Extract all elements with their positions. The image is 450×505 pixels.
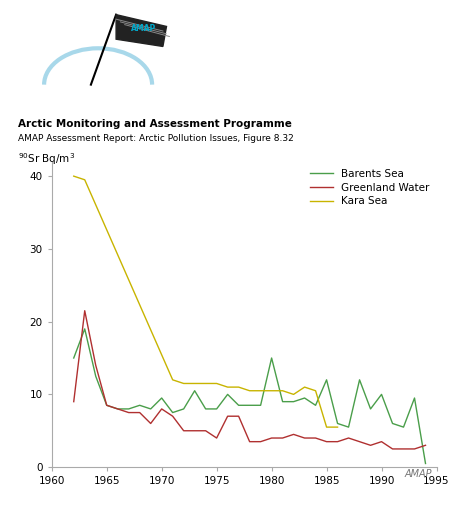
Barents Sea [148, 406, 153, 412]
Greenland Water [379, 439, 384, 445]
Greenland Water [302, 435, 307, 441]
Barents Sea [115, 406, 121, 412]
Barents Sea [236, 402, 241, 409]
Kara Sea [214, 380, 219, 386]
Barents Sea [368, 406, 373, 412]
Text: AMAP: AMAP [130, 24, 156, 33]
Kara Sea [192, 380, 198, 386]
Barents Sea [412, 395, 417, 401]
Kara Sea [324, 424, 329, 430]
Kara Sea [203, 380, 208, 386]
Greenland Water [104, 402, 109, 409]
Barents Sea [159, 395, 164, 401]
Greenland Water [170, 413, 176, 419]
Barents Sea [93, 373, 99, 379]
Greenland Water [71, 398, 76, 405]
Text: AMAP: AMAP [405, 469, 432, 479]
Barents Sea [225, 391, 230, 397]
Greenland Water [236, 413, 241, 419]
Kara Sea [82, 177, 87, 183]
Barents Sea [313, 402, 318, 409]
Kara Sea [269, 388, 274, 394]
Barents Sea [104, 402, 109, 409]
Text: AMAP Assessment Report: Arctic Pollution Issues, Figure 8.32: AMAP Assessment Report: Arctic Pollution… [18, 134, 294, 143]
Greenland Water [203, 428, 208, 434]
Barents Sea [357, 377, 362, 383]
Barents Sea [280, 398, 285, 405]
Greenland Water [313, 435, 318, 441]
Kara Sea [280, 388, 285, 394]
Kara Sea [302, 384, 307, 390]
Kara Sea [313, 388, 318, 394]
Legend: Barents Sea, Greenland Water, Kara Sea: Barents Sea, Greenland Water, Kara Sea [306, 165, 433, 211]
Greenland Water [192, 428, 198, 434]
Kara Sea [236, 384, 241, 390]
Kara Sea [258, 388, 263, 394]
Greenland Water [401, 446, 406, 452]
Barents Sea [423, 461, 428, 467]
Barents Sea [203, 406, 208, 412]
Line: Barents Sea: Barents Sea [74, 329, 426, 464]
Greenland Water [258, 439, 263, 445]
Barents Sea [401, 424, 406, 430]
Barents Sea [71, 355, 76, 361]
Barents Sea [247, 402, 252, 409]
Kara Sea [170, 377, 176, 383]
Polygon shape [116, 15, 166, 46]
Greenland Water [346, 435, 351, 441]
Greenland Water [324, 439, 329, 445]
Kara Sea [71, 173, 76, 179]
Kara Sea [335, 424, 340, 430]
Greenland Water [269, 435, 274, 441]
Greenland Water [214, 435, 219, 441]
Greenland Water [225, 413, 230, 419]
Barents Sea [335, 421, 340, 427]
Text: $^{90}$Sr Bq/m$^3$: $^{90}$Sr Bq/m$^3$ [18, 152, 75, 167]
Barents Sea [137, 402, 142, 409]
Barents Sea [258, 402, 263, 409]
Greenland Water [335, 439, 340, 445]
Kara Sea [181, 380, 186, 386]
Greenland Water [390, 446, 395, 452]
Kara Sea [291, 391, 296, 397]
Barents Sea [324, 377, 329, 383]
Kara Sea [225, 384, 230, 390]
Line: Kara Sea: Kara Sea [74, 176, 338, 427]
Barents Sea [181, 406, 186, 412]
Greenland Water [181, 428, 186, 434]
Greenland Water [412, 446, 417, 452]
Barents Sea [302, 395, 307, 401]
Greenland Water [148, 421, 153, 427]
Barents Sea [291, 398, 296, 405]
Kara Sea [247, 388, 252, 394]
Barents Sea [269, 355, 274, 361]
Greenland Water [357, 439, 362, 445]
Barents Sea [170, 410, 176, 416]
Greenland Water [280, 435, 285, 441]
Barents Sea [379, 391, 384, 397]
Greenland Water [93, 362, 99, 368]
Barents Sea [214, 406, 219, 412]
Greenland Water [247, 439, 252, 445]
Greenland Water [82, 308, 87, 314]
Barents Sea [390, 421, 395, 427]
Greenland Water [291, 431, 296, 437]
Text: Arctic Monitoring and Assessment Programme: Arctic Monitoring and Assessment Program… [18, 119, 292, 129]
Greenland Water [368, 442, 373, 448]
Barents Sea [192, 388, 198, 394]
Greenland Water [137, 410, 142, 416]
Greenland Water [159, 406, 164, 412]
Barents Sea [82, 326, 87, 332]
Greenland Water [115, 406, 121, 412]
Line: Greenland Water: Greenland Water [74, 311, 426, 449]
Greenland Water [423, 442, 428, 448]
Greenland Water [126, 410, 131, 416]
Barents Sea [126, 406, 131, 412]
Barents Sea [346, 424, 351, 430]
